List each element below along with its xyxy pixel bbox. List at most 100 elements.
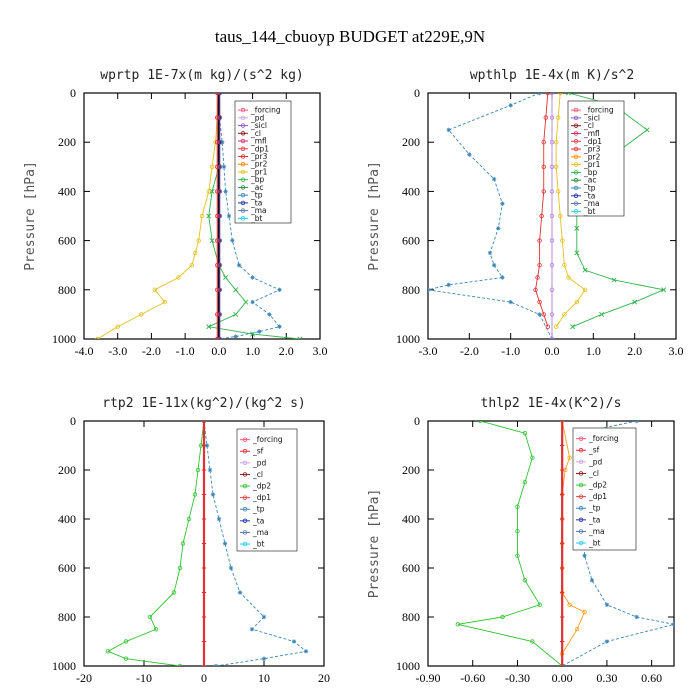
legend-entry: _ma bbox=[250, 206, 267, 215]
legend-marker bbox=[240, 208, 246, 213]
data-point-pr1 bbox=[553, 164, 559, 169]
data-point-dp1 bbox=[214, 115, 220, 120]
legend-entry: _sicl bbox=[583, 113, 600, 122]
data-point-tp bbox=[261, 656, 267, 661]
data-point-bp bbox=[582, 267, 588, 273]
data-point-tp bbox=[634, 421, 639, 424]
data-point-pr1 bbox=[553, 324, 559, 329]
data-point-tp bbox=[491, 263, 497, 268]
chart-panels: wprtp 1E-7x(m kg)/(s^2 kg) Pressure [hPa]… bbox=[23, 68, 684, 685]
data-point-pr1 bbox=[562, 263, 567, 268]
legend-marker bbox=[573, 170, 579, 175]
x-tick-label: 1.0 bbox=[586, 344, 601, 358]
data-point-sicl bbox=[217, 336, 223, 339]
legend-marker bbox=[573, 162, 579, 167]
data-point-tp bbox=[216, 516, 222, 522]
legend-marker bbox=[578, 448, 584, 453]
data-point-tp bbox=[210, 492, 216, 497]
data-point-tp bbox=[446, 282, 451, 288]
data-point-dp1 bbox=[537, 299, 542, 305]
data-point-sf bbox=[201, 541, 207, 546]
data-point-pr1 bbox=[162, 299, 168, 305]
legend-marker bbox=[573, 201, 579, 206]
legend-marker bbox=[573, 177, 579, 183]
series-line-dp1 bbox=[106, 421, 205, 666]
data-point-sf bbox=[559, 467, 565, 473]
legend-entry: _sicl bbox=[250, 121, 267, 130]
legend-entry: _tp bbox=[250, 191, 263, 200]
legend-entry: _forcing bbox=[252, 435, 283, 444]
plot-frame bbox=[427, 420, 675, 667]
legend: _forcing _sf _pd _cl _dp2 _dp1 _tp _ta _ma _bt bbox=[236, 428, 298, 552]
legend-entry: _dp2 bbox=[252, 482, 271, 491]
data-point-tp bbox=[277, 287, 282, 292]
data-point-tp bbox=[204, 443, 210, 448]
data-point-dp1 bbox=[214, 336, 220, 339]
legend-entry: _pr1 bbox=[250, 167, 268, 176]
data-point-dp1 bbox=[530, 639, 535, 644]
legend-marker bbox=[242, 460, 248, 466]
data-point-dp1 bbox=[543, 115, 548, 120]
data-point-sicl bbox=[217, 189, 223, 194]
legend-entry: _bt bbox=[252, 540, 265, 549]
data-point-tp bbox=[508, 299, 513, 305]
y-tick-label: 600 bbox=[58, 561, 76, 575]
data-point-tp bbox=[467, 152, 472, 157]
legend-marker bbox=[573, 193, 579, 198]
data-point-sicl bbox=[549, 312, 555, 317]
legend: _forcing_sicl_cl_mfl_dp1_pr3_pr2_pr1_bp_… bbox=[567, 100, 625, 217]
data-point-tp bbox=[537, 93, 542, 96]
data-point-bp bbox=[611, 277, 617, 283]
data-point-dp1 bbox=[500, 614, 505, 620]
y-tick-label: 400 bbox=[402, 512, 420, 526]
legend-marker bbox=[240, 131, 246, 136]
data-point-tp bbox=[291, 639, 297, 644]
data-point-tp bbox=[277, 324, 282, 329]
data-point-tp bbox=[250, 275, 255, 280]
legend-entry: _mfl bbox=[583, 129, 600, 138]
series-group bbox=[95, 93, 303, 339]
data-point-tp bbox=[233, 334, 238, 339]
series-group bbox=[455, 421, 674, 666]
data-point-tp bbox=[487, 250, 493, 256]
legend-box bbox=[236, 428, 298, 552]
x-tick-label: 0.0 bbox=[211, 344, 226, 358]
legend-marker bbox=[573, 185, 579, 191]
data-point-dp1 bbox=[541, 139, 546, 145]
figure-title: taus_144_cbuoyp BUDGET at229E,9N bbox=[215, 27, 485, 46]
data-point-dp1 bbox=[214, 287, 220, 292]
data-point-dp1 bbox=[515, 529, 520, 534]
data-point-dp1 bbox=[545, 93, 551, 96]
data-point-dp1 bbox=[541, 312, 546, 317]
data-point-dp1 bbox=[539, 213, 544, 219]
data-point-bp bbox=[206, 213, 212, 219]
y-tick-label: 600 bbox=[402, 561, 420, 575]
series-group bbox=[428, 93, 667, 339]
data-point-sf bbox=[201, 467, 207, 473]
x-tick-label: -2.0 bbox=[142, 344, 161, 358]
legend-entry: _bt bbox=[583, 207, 596, 216]
legend-marker bbox=[240, 177, 246, 182]
data-point-pr1 bbox=[556, 189, 561, 194]
data-point-sicl bbox=[549, 189, 555, 194]
data-point-bp bbox=[233, 287, 239, 293]
data-point-sicl bbox=[549, 287, 555, 292]
legend-entry: _cl bbox=[588, 469, 599, 478]
panel-title: thlp2 1E-4x(K^2)/s bbox=[481, 396, 622, 411]
data-point-bp bbox=[570, 324, 576, 330]
data-point-sicl bbox=[549, 115, 555, 120]
data-point-dp1 bbox=[147, 614, 153, 620]
legend-entry: _pd bbox=[250, 113, 265, 122]
legend-entry: _ac bbox=[250, 183, 263, 192]
legend-marker bbox=[242, 472, 248, 477]
series-group bbox=[105, 421, 309, 666]
y-tick-label: 800 bbox=[402, 610, 420, 624]
data-point-sf bbox=[201, 516, 207, 522]
data-point-pr1 bbox=[115, 324, 120, 329]
data-point-tp bbox=[257, 329, 262, 334]
data-point-dp1 bbox=[535, 275, 540, 280]
chart-panel-2: wpthlp 1E-4x(m K)/s^2 Pressure [hPa] -3.0 -… bbox=[367, 68, 684, 358]
legend-box bbox=[572, 427, 637, 551]
legend-marker bbox=[573, 123, 579, 128]
